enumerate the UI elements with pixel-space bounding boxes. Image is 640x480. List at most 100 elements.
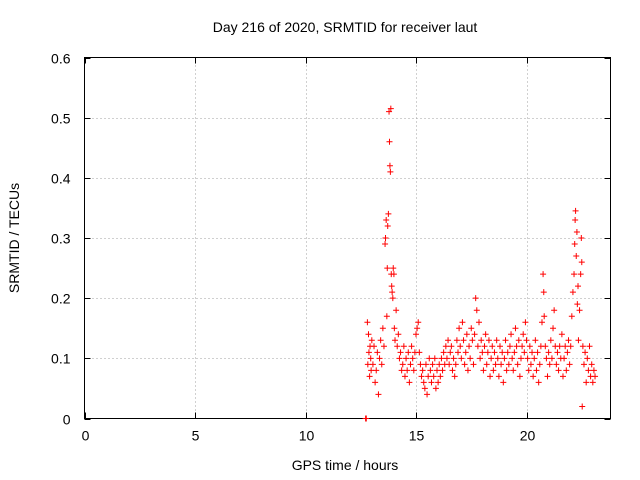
data-point — [390, 271, 397, 278]
data-point — [543, 355, 550, 362]
data-point — [458, 355, 465, 362]
data-point — [368, 337, 375, 344]
data-point — [457, 343, 464, 350]
data-point — [538, 319, 545, 326]
data-point — [417, 361, 424, 368]
data-point — [371, 343, 378, 350]
data-point — [425, 373, 432, 380]
data-point — [407, 361, 414, 368]
data-point — [388, 283, 395, 290]
data-point — [443, 355, 450, 362]
data-point — [576, 307, 583, 314]
data-point — [422, 361, 429, 368]
data-point — [382, 235, 389, 241]
data-point — [517, 355, 524, 362]
data-point — [442, 343, 449, 350]
data-point — [480, 367, 487, 374]
data-point — [415, 319, 422, 326]
x-tick-label: 0 — [82, 428, 90, 444]
data-point — [466, 343, 473, 350]
data-point — [514, 361, 521, 368]
data-point — [429, 361, 436, 368]
x-axis-title: GPS time / hours — [292, 457, 399, 473]
data-point — [500, 379, 507, 386]
data-point — [524, 355, 531, 362]
data-point — [585, 367, 592, 374]
data-point — [571, 241, 578, 248]
data-point — [578, 259, 585, 266]
data-point — [394, 343, 401, 350]
data-point — [406, 379, 413, 386]
data-point — [403, 355, 410, 362]
data-point — [399, 361, 406, 368]
data-point — [498, 361, 505, 368]
data-point — [540, 289, 547, 296]
data-point — [365, 331, 372, 338]
data-point — [523, 337, 530, 344]
data-point — [432, 385, 439, 392]
y-tick-label: 0.6 — [51, 51, 71, 67]
data-point — [382, 241, 389, 248]
data-point — [592, 373, 599, 380]
data-point — [567, 343, 574, 350]
data-point — [390, 265, 397, 272]
data-point — [471, 331, 478, 338]
data-point — [392, 337, 399, 344]
data-point — [367, 355, 374, 362]
data-point — [461, 361, 468, 368]
data-point — [363, 415, 370, 422]
data-point — [489, 343, 496, 350]
data-point — [501, 355, 508, 362]
data-point — [391, 325, 398, 332]
data-point — [485, 337, 492, 344]
data-point — [405, 349, 412, 356]
data-point — [505, 361, 512, 368]
data-point — [431, 355, 438, 362]
data-point — [453, 337, 460, 344]
data-point — [520, 331, 527, 338]
data-point — [418, 373, 425, 380]
data-point — [420, 379, 427, 386]
data-point — [364, 361, 371, 368]
data-point — [438, 355, 445, 362]
data-point — [409, 355, 416, 362]
data-point — [396, 355, 403, 362]
data-point — [398, 367, 405, 374]
data-point — [547, 337, 554, 344]
data-point — [448, 343, 455, 350]
y-tick-label: 0 — [63, 412, 71, 428]
data-point — [386, 108, 393, 115]
data-point — [531, 355, 538, 362]
data-point — [540, 271, 547, 278]
x-tick-label: 5 — [192, 428, 200, 444]
x-tick-label: 15 — [409, 428, 425, 444]
data-point — [427, 367, 434, 374]
data-point — [550, 325, 557, 332]
data-point — [451, 373, 458, 380]
data-point — [546, 361, 553, 368]
data-point — [536, 361, 543, 368]
data-point — [509, 355, 516, 362]
data-point — [506, 343, 513, 350]
data-point — [424, 391, 431, 398]
data-point — [569, 289, 576, 296]
data-point — [375, 391, 382, 398]
data-point — [572, 216, 579, 223]
data-point — [419, 367, 426, 374]
data-point — [494, 355, 501, 362]
data-point — [573, 253, 580, 260]
y-axis-title: SRMTID / TECUs — [6, 183, 22, 293]
data-point — [519, 343, 526, 350]
data-point — [492, 361, 499, 368]
data-point — [455, 349, 462, 356]
data-point — [484, 349, 491, 356]
data-point — [386, 162, 393, 169]
data-point — [416, 349, 423, 356]
data-point — [574, 301, 581, 308]
data-point — [545, 349, 552, 356]
y-tick-label: 0.5 — [51, 111, 71, 127]
data-point — [437, 373, 444, 380]
data-point — [365, 349, 372, 356]
data-point — [529, 349, 536, 356]
